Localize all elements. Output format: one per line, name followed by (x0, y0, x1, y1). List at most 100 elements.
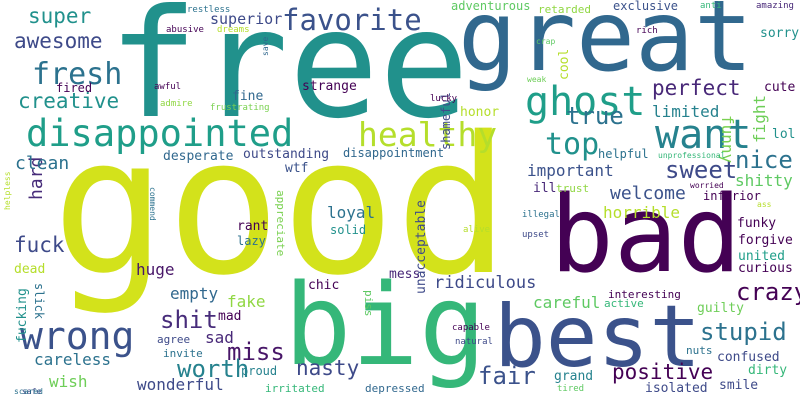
cloud-word-mess: mess (389, 267, 421, 282)
cloud-word-fired: fired (56, 81, 93, 95)
cloud-word-positive: positive (612, 360, 714, 384)
cloud-word-cute: cute (764, 80, 796, 95)
cloud-word-rant: rant (237, 219, 269, 234)
cloud-word-sorry: sorry (760, 26, 800, 41)
cloud-word-crap: crap (536, 37, 556, 46)
cloud-word-fucking: fucking (15, 288, 30, 343)
cloud-word-abusive: abusive (166, 25, 204, 35)
cloud-word-ghost: ghost (525, 79, 646, 125)
cloud-word-tired: tired (557, 384, 585, 394)
cloud-word-bad: bad (550, 173, 742, 296)
cloud-word-awesome: awesome (14, 29, 103, 53)
cloud-word-dead: dead (14, 262, 46, 277)
cloud-word-fair: fair (478, 362, 536, 390)
cloud-word-perfect: perfect (652, 76, 741, 100)
cloud-word-agree: agree (157, 333, 191, 346)
cloud-word-desperate: desperate (163, 149, 234, 164)
cloud-word-weak: weak (527, 75, 547, 84)
cloud-word-wish: wish (49, 372, 88, 391)
cloud-word-exclusive: exclusive (613, 0, 679, 13)
cloud-word-disappointed: disappointed (26, 112, 294, 155)
cloud-word-mad: mad (218, 309, 242, 324)
cloud-word-frustrating: frustrating (210, 103, 270, 113)
cloud-word-worth: worth (177, 355, 250, 383)
cloud-word-awful: awful (154, 82, 182, 92)
cloud-word-disappointment: disappointment (343, 146, 445, 160)
cloud-word-safe: safe (22, 387, 42, 396)
cloud-word-grand: grand (554, 369, 594, 384)
cloud-word-loyal: loyal (327, 203, 376, 222)
cloud-word-irritated: irritated (265, 382, 325, 395)
cloud-word-adventurous: adventurous (451, 0, 531, 13)
cloud-word-ill: ill (533, 181, 557, 196)
cloud-word-huge: huge (136, 260, 175, 279)
cloud-word-retarded: retarded (538, 3, 591, 16)
cloud-word-superior: superior (210, 10, 283, 28)
cloud-word-guilty: guilty (697, 301, 744, 316)
cloud-word-confused: confused (717, 350, 780, 365)
cloud-word-wtf: wtf (285, 161, 309, 176)
cloud-word-admire: admire (160, 99, 193, 109)
cloud-word-depressed: depressed (365, 382, 425, 395)
cloud-word-lazy: lazy (237, 234, 266, 248)
cloud-word-illegal: illegal (522, 210, 560, 220)
cloud-word-alive: alive (463, 225, 491, 235)
cloud-word-dreams: dreams (217, 25, 250, 35)
cloud-word-good: good (52, 96, 510, 317)
cloud-word-save: save (261, 36, 270, 56)
cloud-word-sad: sad (205, 328, 234, 347)
cloud-word-wonderful: wonderful (137, 375, 224, 394)
cloud-word-piss: piss (362, 290, 375, 317)
cloud-word-super: super (28, 4, 92, 28)
cloud-word-lucky: lucky (430, 94, 458, 104)
cloud-word-restless: restless (187, 5, 231, 15)
cloud-word-proud: proud (241, 364, 278, 378)
cloud-word-slick: slick (32, 283, 46, 320)
cloud-word-empty: empty (170, 284, 219, 303)
cloud-word-healthy: healthy (358, 115, 498, 154)
cloud-word-shitty: shitty (735, 171, 793, 190)
cloud-word-cool: cool (557, 48, 572, 80)
cloud-word-stupid: stupid (700, 318, 787, 346)
cloud-word-helpful: helpful (598, 147, 649, 161)
cloud-word-ass: ass (757, 200, 772, 209)
cloud-word-nice: nice (735, 146, 793, 174)
cloud-word-limited: limited (652, 102, 720, 121)
cloud-word-invite: invite (163, 347, 203, 360)
cloud-word-crazy: crazy (736, 278, 800, 306)
cloud-word-natural: natural (455, 337, 493, 347)
cloud-word-worried: worried (690, 181, 724, 190)
cloud-word-horrible: horrible (603, 203, 681, 222)
cloud-word-active: active (604, 297, 644, 310)
cloud-word-nasty: nasty (296, 356, 360, 380)
cloud-word-miss: miss (227, 338, 285, 366)
cloud-word-shit: shit (160, 306, 218, 334)
cloud-word-amazing: amazing (756, 1, 794, 11)
cloud-word-favorite: favorite (282, 3, 422, 37)
cloud-word-lol: lol (772, 127, 796, 142)
cloud-word-dirty: dirty (748, 363, 788, 378)
cloud-word-want: want (655, 112, 752, 158)
cloud-word-true: true (566, 102, 624, 130)
cloud-word-trust: trust (556, 182, 590, 195)
cloud-word-appreciate: appreciate (274, 190, 287, 257)
cloud-word-free: free (108, 0, 470, 152)
cloud-word-big: big (284, 261, 487, 391)
cloud-word-fight: fight (750, 94, 769, 143)
cloud-word-inferior: inferior (703, 189, 761, 203)
cloud-word-smile: smile (719, 378, 759, 393)
cloud-word-fine: fine (232, 89, 264, 104)
cloud-word-isolated: isolated (645, 381, 708, 396)
cloud-word-wrong: wrong (20, 314, 135, 358)
cloud-word-solid: solid (330, 223, 367, 237)
cloud-word-careful: careful (533, 293, 601, 312)
cloud-word-strange: strange (302, 79, 357, 94)
cloud-word-scared: scared (14, 387, 43, 396)
cloud-word-funky: funky (737, 216, 777, 231)
cloud-word-curious: curious (738, 261, 793, 276)
cloud-word-important: important (527, 161, 614, 180)
cloud-word-chic: chic (308, 278, 340, 293)
cloud-word-capable: capable (452, 323, 490, 333)
cloud-word-anti: anti (700, 1, 722, 11)
cloud-word-upset: upset (522, 230, 550, 240)
